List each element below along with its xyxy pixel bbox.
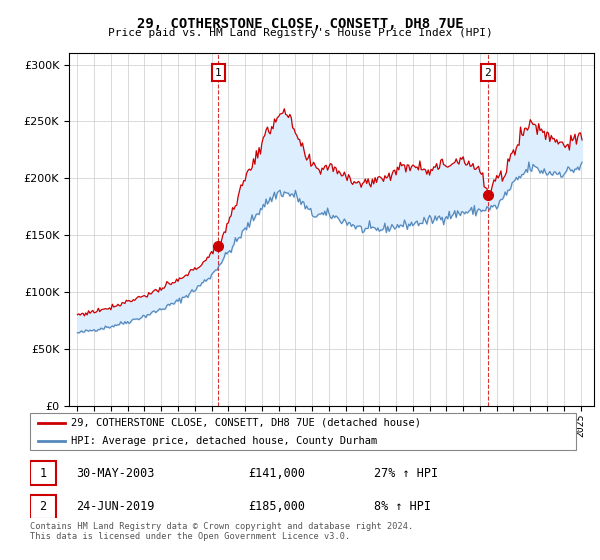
- Text: £141,000: £141,000: [248, 466, 305, 479]
- Text: 29, COTHERSTONE CLOSE, CONSETT, DH8 7UE (detached house): 29, COTHERSTONE CLOSE, CONSETT, DH8 7UE …: [71, 418, 421, 428]
- FancyBboxPatch shape: [30, 461, 56, 486]
- Text: 8% ↑ HPI: 8% ↑ HPI: [374, 501, 431, 514]
- Text: 1: 1: [40, 466, 47, 479]
- Text: 1: 1: [215, 68, 222, 77]
- FancyBboxPatch shape: [30, 413, 576, 450]
- Text: HPI: Average price, detached house, County Durham: HPI: Average price, detached house, Coun…: [71, 436, 377, 446]
- Text: 30-MAY-2003: 30-MAY-2003: [76, 466, 155, 479]
- Text: 2: 2: [485, 68, 491, 77]
- Text: 2: 2: [40, 501, 47, 514]
- Text: Price paid vs. HM Land Registry's House Price Index (HPI): Price paid vs. HM Land Registry's House …: [107, 28, 493, 38]
- Text: £185,000: £185,000: [248, 501, 305, 514]
- Text: Contains HM Land Registry data © Crown copyright and database right 2024.
This d: Contains HM Land Registry data © Crown c…: [30, 522, 413, 542]
- FancyBboxPatch shape: [30, 494, 56, 519]
- Text: 27% ↑ HPI: 27% ↑ HPI: [374, 466, 438, 479]
- Text: 29, COTHERSTONE CLOSE, CONSETT, DH8 7UE: 29, COTHERSTONE CLOSE, CONSETT, DH8 7UE: [137, 17, 463, 31]
- Text: 24-JUN-2019: 24-JUN-2019: [76, 501, 155, 514]
